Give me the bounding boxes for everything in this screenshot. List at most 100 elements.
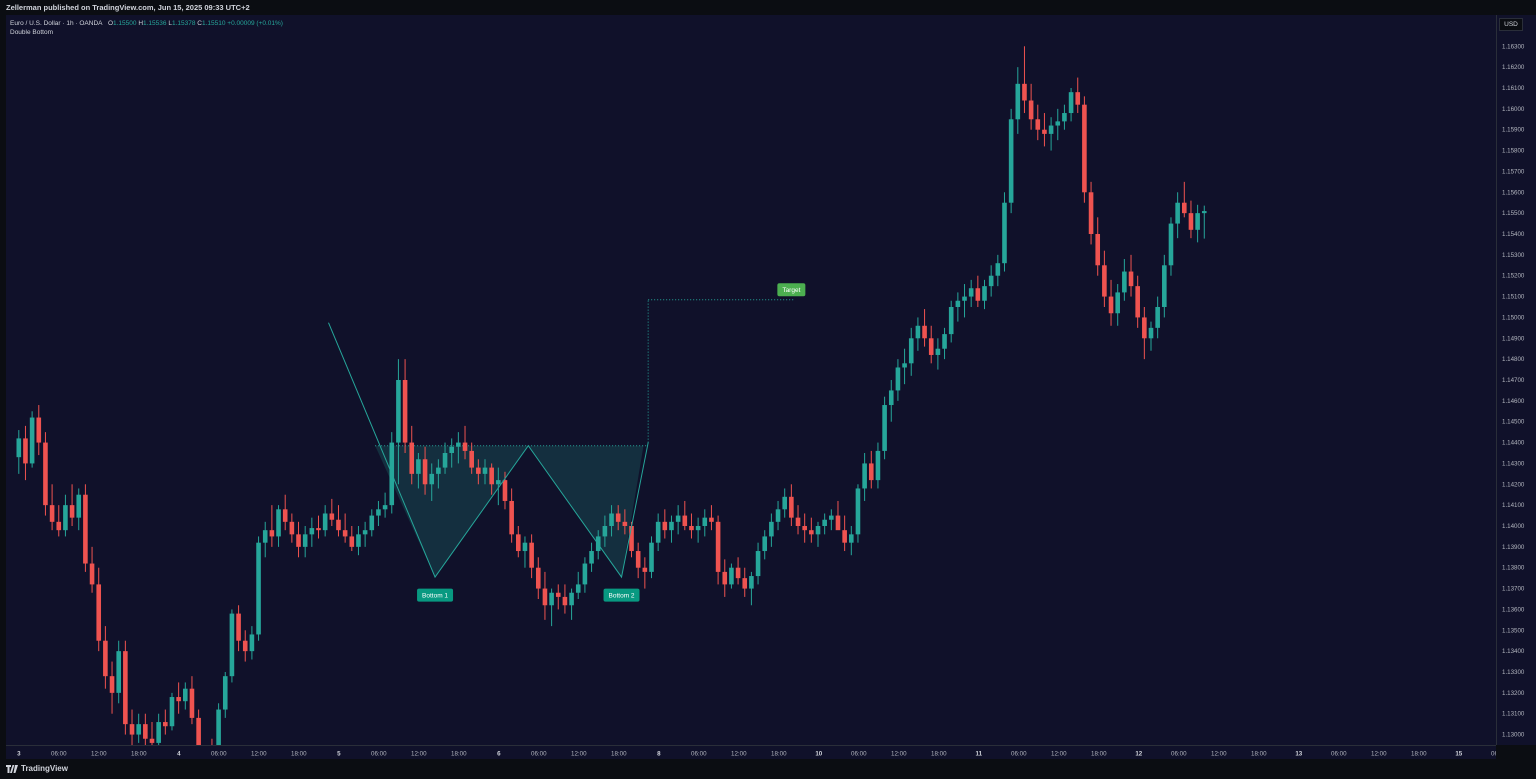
price-tick-label: 1.14700 (1502, 377, 1525, 384)
candle (309, 517, 315, 547)
candle-body (709, 517, 714, 522)
candle-body (1148, 327, 1154, 339)
candle-body (269, 530, 275, 537)
candle-body (855, 488, 861, 535)
candle-body (276, 509, 281, 537)
target-label: Target (777, 283, 806, 297)
footer (0, 759, 1536, 779)
candle-body (1062, 113, 1067, 122)
candle-body (496, 480, 501, 485)
open-value: 1.15500 (113, 20, 137, 27)
candle-body (689, 526, 694, 531)
time-axis[interactable]: 3 06:00 12:00 18:00 4 06:00 12:00 18:00 5 06:00 12… (6, 745, 1507, 759)
candle (569, 588, 574, 620)
price-tick-label: 1.14800 (1502, 356, 1525, 363)
time-tick-label: 06:00 (51, 751, 67, 758)
price-tick-label: 1.16200 (1502, 64, 1525, 71)
candle (1055, 108, 1061, 141)
candle-body (775, 509, 781, 522)
candle (542, 571, 548, 620)
price-chart[interactable]: Bottom 1 Bottom 2 Target (6, 15, 1496, 745)
candle (755, 542, 761, 585)
candle-body (975, 288, 981, 301)
candle (642, 557, 648, 589)
time-tick-label: 18:00 (611, 751, 627, 758)
candle-body (29, 417, 35, 464)
candle (802, 513, 807, 543)
chart-panel[interactable]: Bottom 1 Bottom 2 Target (6, 15, 1496, 745)
candle (442, 442, 448, 474)
time-tick-label: 12:00 (91, 751, 107, 758)
time-tick-label: 10 (815, 751, 822, 758)
candle-body (962, 296, 967, 301)
candle-body (83, 494, 88, 564)
candle-body (449, 446, 454, 453)
candle (236, 605, 241, 652)
candle-body (982, 286, 987, 301)
price-tick-label: 1.14600 (1502, 398, 1525, 405)
candle-body (589, 551, 594, 564)
time-tick-label: 15 (1455, 751, 1462, 758)
candle-body (888, 390, 894, 406)
candle (968, 279, 974, 307)
candle-body (569, 592, 574, 606)
candle (975, 275, 981, 307)
price-axis[interactable]: 1.16300 1.16200 1.16100 1.16000 1.15900 1.158… (1496, 15, 1536, 745)
price-axis-ticks: 1.16300 1.16200 1.16100 1.16000 1.15900 1.158… (1502, 43, 1525, 738)
candle-body (928, 338, 934, 355)
candle (29, 411, 35, 468)
candle (49, 484, 55, 531)
candle-body (1122, 271, 1127, 293)
candle-body (416, 459, 421, 474)
candle-body (316, 528, 321, 531)
label-text: Bottom 2 (609, 592, 635, 599)
price-tick-label: 1.15500 (1502, 210, 1525, 217)
open-label: O (107, 20, 113, 27)
candle-body (575, 584, 581, 593)
time-tick-label: 18:00 (291, 751, 307, 758)
currency-badge[interactable]: USD (1499, 18, 1523, 31)
candle-body (56, 521, 62, 531)
candle (769, 513, 774, 547)
candle (742, 567, 748, 597)
candle (516, 526, 521, 558)
candle (689, 513, 694, 539)
candle-body (123, 651, 128, 725)
candle-body (795, 517, 801, 526)
candle-body (516, 534, 521, 552)
tradingview-logo[interactable]: TradingView (6, 764, 68, 773)
time-tick-label: 12 (1135, 751, 1142, 758)
candle-body (103, 640, 108, 677)
candle-body (189, 688, 195, 718)
candle (735, 557, 741, 585)
symbol-title[interactable]: Euro / U.S. Dollar · 1h · OANDA (10, 20, 103, 27)
candle (908, 327, 914, 376)
candle (269, 505, 275, 547)
candle-body (489, 467, 494, 485)
candle (249, 626, 255, 660)
candle-body (1201, 211, 1207, 214)
candle-body (229, 613, 235, 677)
candle (83, 484, 88, 572)
candle-body (729, 567, 734, 585)
candle-body (1088, 192, 1094, 234)
candle (882, 396, 887, 460)
candle (316, 515, 321, 539)
candle-body (849, 534, 854, 543)
candle (222, 672, 228, 718)
candle-body (36, 417, 42, 443)
candle (1082, 96, 1087, 203)
candle (136, 713, 141, 743)
candle-body (1055, 121, 1061, 126)
indicator-name[interactable]: Double Bottom (10, 29, 53, 36)
candle-body (23, 438, 28, 464)
pattern-zigzag (328, 322, 649, 579)
candle (163, 709, 168, 735)
candle (622, 509, 628, 535)
price-tick-label: 1.13600 (1502, 606, 1525, 613)
bottom-label: Bottom 2 (603, 588, 640, 602)
candle (609, 505, 614, 537)
candle-body (136, 724, 141, 735)
low-label: L (168, 20, 172, 27)
candle (56, 505, 62, 537)
